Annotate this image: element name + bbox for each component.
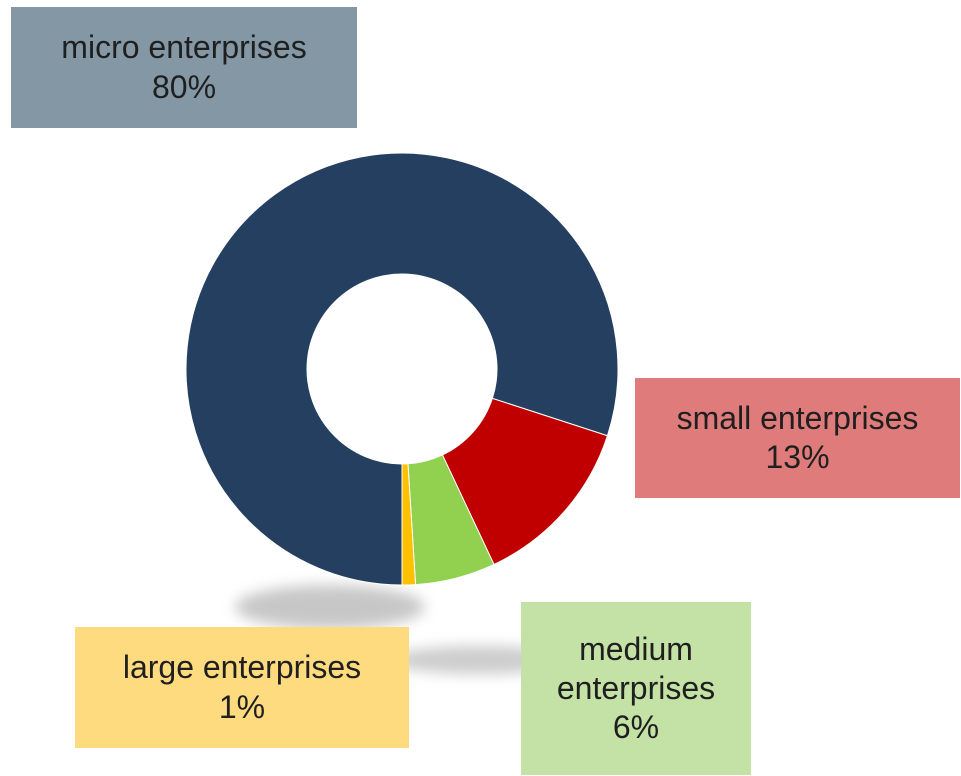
slice-value: 80% <box>151 68 217 105</box>
donut-slices <box>185 152 619 586</box>
data-label-medium-enterprises: medium enterprises 6% <box>521 602 751 775</box>
donut-slice-micro-enterprises <box>185 152 619 586</box>
slice-value: 13% <box>765 439 830 475</box>
data-label-large-enterprises: large enterprises 1% <box>75 627 409 748</box>
donut-slice-small-enterprises <box>441 397 609 566</box>
data-label-small-enterprises: small enterprises 13% <box>635 378 960 498</box>
data-label-micro-enterprises: micro enterprises 80% <box>11 7 357 128</box>
slice-value: 6% <box>612 709 660 746</box>
slice-value: 1% <box>218 688 266 725</box>
slice-shadow <box>235 585 425 629</box>
slice-name: small enterprises <box>676 399 919 436</box>
slice-name: medium enterprises <box>556 630 716 706</box>
donut-slice-large-enterprises <box>401 463 417 586</box>
slice-name: large enterprises <box>122 649 362 686</box>
slice-name: micro enterprises <box>61 29 307 66</box>
